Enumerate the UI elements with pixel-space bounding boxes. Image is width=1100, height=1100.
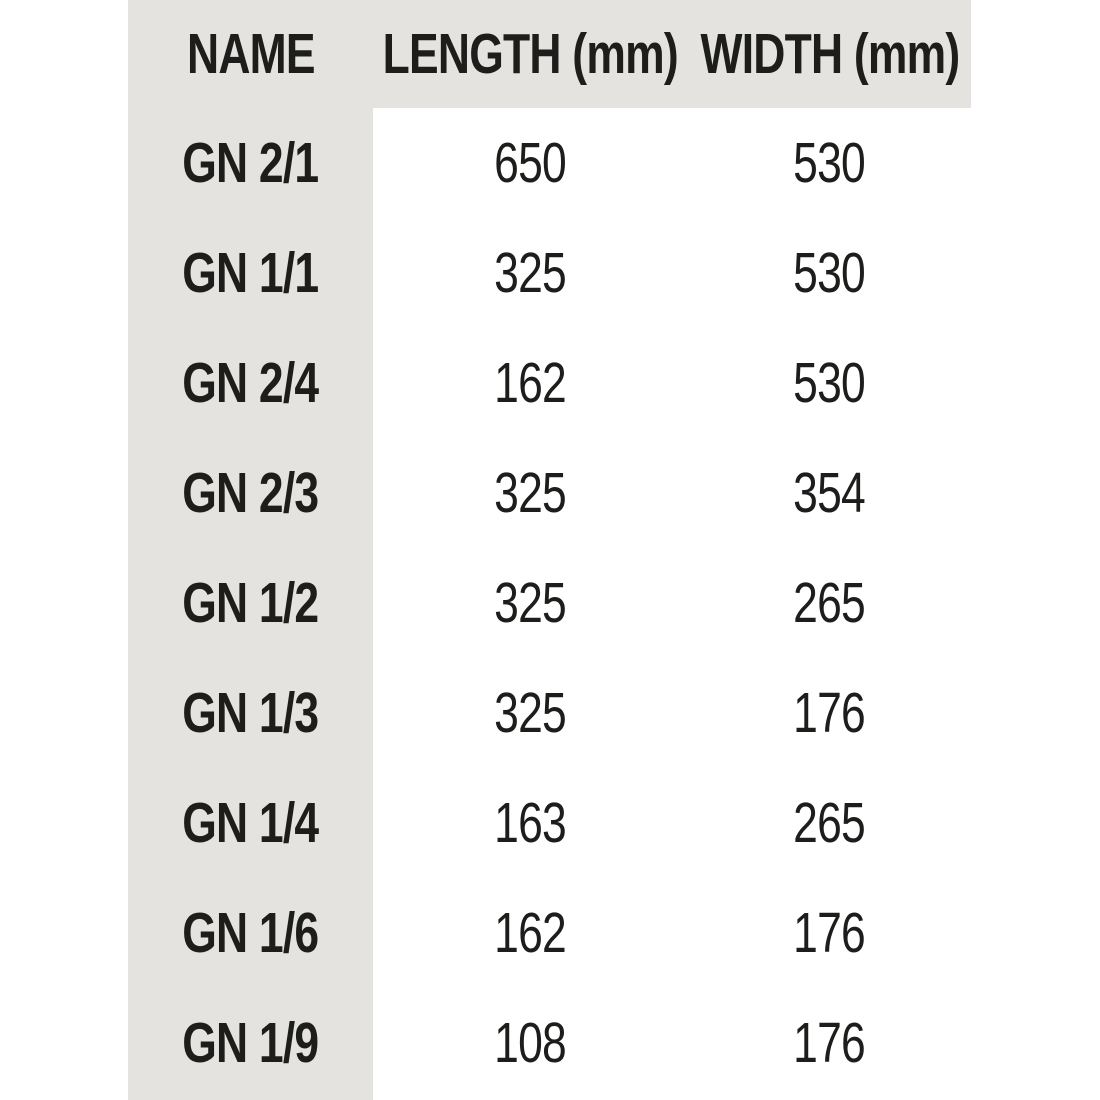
row-length-cell: 325 <box>373 658 688 768</box>
table-row: GN 1/3 325 176 <box>128 658 971 768</box>
row-name-cell: GN 1/4 <box>128 768 373 878</box>
row-name-cell: GN 1/6 <box>128 878 373 988</box>
row-width-cell: 265 <box>688 548 971 658</box>
table-row: GN 1/9 108 176 <box>128 988 971 1098</box>
column-header-length-label: LENGTH (mm) <box>382 21 679 86</box>
table-header-row: NAME LENGTH (mm) WIDTH (mm) <box>128 0 971 108</box>
table-row: GN 1/2 325 265 <box>128 548 971 658</box>
row-width-value: 530 <box>793 350 867 415</box>
row-width-value: 530 <box>793 240 867 305</box>
row-width-value: 176 <box>793 900 867 965</box>
row-name-cell: GN 1/2 <box>128 548 373 658</box>
row-width-cell: 176 <box>688 988 971 1098</box>
name-column-band <box>128 0 373 1100</box>
row-name: GN 2/3 <box>182 460 319 525</box>
row-length-value: 325 <box>494 680 568 745</box>
table-row: GN 1/6 162 176 <box>128 878 971 988</box>
row-name: GN 1/9 <box>182 1010 319 1075</box>
row-length-cell: 163 <box>373 768 688 878</box>
row-length-value: 325 <box>494 240 568 305</box>
table-row: GN 1/4 163 265 <box>128 768 971 878</box>
row-name-cell: GN 1/9 <box>128 988 373 1098</box>
row-length-value: 650 <box>494 130 568 195</box>
row-name: GN 1/4 <box>182 790 319 855</box>
row-length-value: 325 <box>494 570 568 635</box>
column-header-length: LENGTH (mm) <box>373 0 688 108</box>
column-header-name: NAME <box>128 0 373 108</box>
row-name-cell: GN 2/4 <box>128 328 373 438</box>
table-row: GN 2/1 650 530 <box>128 108 971 218</box>
row-length-cell: 108 <box>373 988 688 1098</box>
row-name-cell: GN 2/3 <box>128 438 373 548</box>
row-width-value: 265 <box>793 790 867 855</box>
row-width-value: 176 <box>793 680 867 745</box>
row-length-cell: 162 <box>373 878 688 988</box>
table-row: GN 2/4 162 530 <box>128 328 971 438</box>
row-length-cell: 325 <box>373 548 688 658</box>
row-name: GN 1/2 <box>182 570 319 635</box>
row-width-cell: 354 <box>688 438 971 548</box>
row-length-value: 162 <box>494 900 568 965</box>
row-width-cell: 176 <box>688 658 971 768</box>
column-header-name-label: NAME <box>186 21 316 86</box>
row-width-cell: 530 <box>688 218 971 328</box>
column-header-width: WIDTH (mm) <box>688 0 971 108</box>
row-length-value: 325 <box>494 460 568 525</box>
table-row: GN 1/1 325 530 <box>128 218 971 328</box>
row-length-value: 108 <box>494 1010 568 1075</box>
row-length-cell: 162 <box>373 328 688 438</box>
row-width-value: 530 <box>793 130 867 195</box>
row-width-value: 176 <box>793 1010 867 1075</box>
row-width-cell: 530 <box>688 108 971 218</box>
row-length-value: 162 <box>494 350 568 415</box>
row-name-cell: GN 1/3 <box>128 658 373 768</box>
row-length-value: 163 <box>494 790 568 855</box>
row-name: GN 2/1 <box>182 130 319 195</box>
row-name-cell: GN 2/1 <box>128 108 373 218</box>
row-length-cell: 325 <box>373 438 688 548</box>
table-row: GN 2/3 325 354 <box>128 438 971 548</box>
row-width-cell: 176 <box>688 878 971 988</box>
row-width-value: 265 <box>793 570 867 635</box>
row-name: GN 2/4 <box>182 350 319 415</box>
row-length-cell: 325 <box>373 218 688 328</box>
row-name: GN 1/3 <box>182 680 319 745</box>
row-name-cell: GN 1/1 <box>128 218 373 328</box>
row-width-cell: 530 <box>688 328 971 438</box>
row-name: GN 1/6 <box>182 900 319 965</box>
header-band <box>128 0 971 108</box>
row-width-value: 354 <box>793 460 867 525</box>
gn-size-table: NAME LENGTH (mm) WIDTH (mm) GN 2/1 650 5… <box>128 0 971 1098</box>
row-name: GN 1/1 <box>182 240 319 305</box>
row-length-cell: 650 <box>373 108 688 218</box>
row-width-cell: 265 <box>688 768 971 878</box>
column-header-width-label: WIDTH (mm) <box>700 21 960 86</box>
